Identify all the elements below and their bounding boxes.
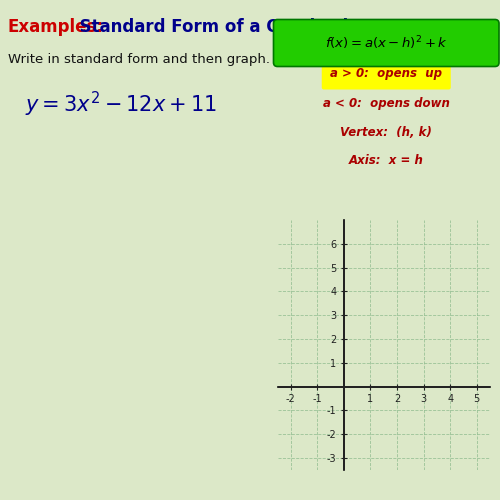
Text: Write in standard form and then graph.: Write in standard form and then graph. [8, 52, 270, 66]
FancyBboxPatch shape [274, 20, 499, 66]
Text: $f(x) = a(x-h)^2 + k$: $f(x) = a(x-h)^2 + k$ [325, 34, 448, 52]
Text: a > 0:  opens  up: a > 0: opens up [330, 68, 442, 80]
Text: Vertex:  (h, k): Vertex: (h, k) [340, 126, 432, 138]
Text: $y = 3x^2 - 12x + 11$: $y = 3x^2 - 12x + 11$ [25, 90, 217, 119]
Text: Standard Form of a Quadratic Fun: Standard Form of a Quadratic Fun [68, 18, 398, 36]
Text: Axis:  x = h: Axis: x = h [349, 154, 424, 168]
Text: a < 0:  opens down: a < 0: opens down [323, 96, 450, 110]
Text: Examples:: Examples: [8, 18, 104, 36]
FancyBboxPatch shape [322, 63, 451, 90]
